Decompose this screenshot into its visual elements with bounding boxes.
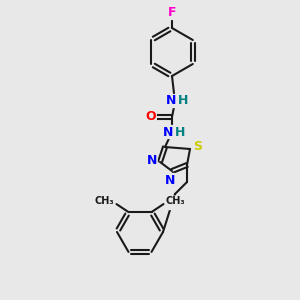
Text: N: N — [163, 125, 173, 139]
Text: N: N — [166, 94, 176, 107]
Text: H: H — [178, 94, 188, 107]
Text: O: O — [146, 110, 156, 124]
Text: H: H — [175, 125, 185, 139]
Text: N: N — [147, 154, 157, 166]
Text: CH₃: CH₃ — [95, 196, 115, 206]
Text: S: S — [194, 140, 202, 154]
Text: N: N — [165, 173, 175, 187]
Text: O: O — [167, 196, 177, 209]
Text: CH₃: CH₃ — [166, 196, 185, 206]
Text: F: F — [168, 7, 176, 20]
